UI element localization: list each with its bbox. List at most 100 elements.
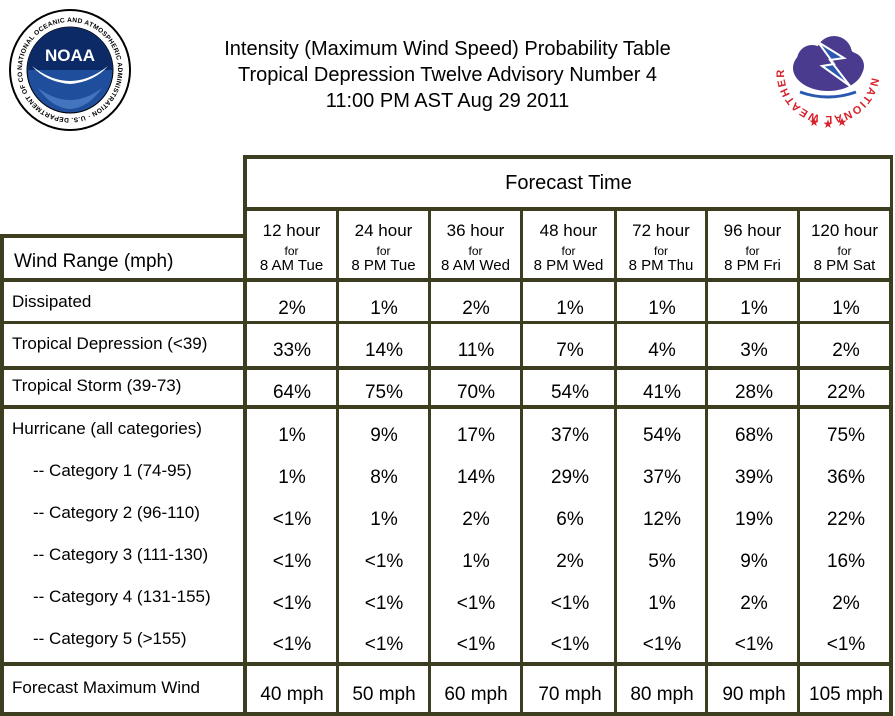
- value-cell: [708, 370, 797, 405]
- column-time: 8 PM Fri: [724, 257, 781, 274]
- table-value: <1%: [272, 634, 312, 655]
- row-label: -- Category 1 (74-95): [33, 461, 192, 480]
- page-title: Intensity (Maximum Wind Speed) Probabili…: [180, 36, 715, 114]
- column-for: for: [561, 244, 576, 258]
- table-value: 70%: [456, 382, 496, 403]
- value-cell: [617, 324, 705, 366]
- value-cell: [617, 282, 705, 321]
- noaa-text: NOAA: [45, 46, 95, 65]
- table-value: 7%: [556, 340, 584, 361]
- column-time: 8 PM Tue: [351, 257, 416, 274]
- table-value: 17%: [456, 425, 496, 446]
- table-value: <1%: [364, 551, 404, 572]
- table-value: 2%: [832, 340, 860, 361]
- table-value: 60 mph: [444, 684, 508, 705]
- table-value: 6%: [556, 509, 584, 530]
- value-cell: [247, 409, 336, 662]
- row-label-cell: [4, 409, 243, 662]
- table-value: 41%: [642, 382, 682, 403]
- row-label: -- Category 3 (111-130): [33, 545, 209, 564]
- table-value: 3%: [740, 340, 768, 361]
- column-for: for: [468, 244, 483, 258]
- value-cell: [339, 666, 428, 712]
- table-value: 28%: [734, 382, 774, 403]
- table-value: <1%: [272, 593, 312, 614]
- column-hours: 96 hour: [723, 221, 782, 240]
- value-cell: [247, 324, 336, 366]
- column-time: 8 PM Sat: [813, 257, 876, 274]
- column-for: for: [284, 244, 299, 258]
- table-value: <1%: [826, 634, 866, 655]
- table-value: 22%: [826, 382, 866, 403]
- table-value: 1%: [832, 298, 860, 319]
- column-time: 8 AM Tue: [259, 257, 324, 274]
- value-cell: [523, 370, 614, 405]
- table-value: 22%: [826, 509, 866, 530]
- value-cell: [523, 666, 614, 712]
- column-time: 8 PM Thu: [628, 257, 694, 274]
- value-cell: [800, 409, 889, 662]
- column-hours: 12 hour: [262, 221, 321, 240]
- value-cell: [339, 370, 428, 405]
- table-value: 1%: [648, 298, 676, 319]
- value-cell: [431, 282, 520, 321]
- table-value: <1%: [734, 634, 774, 655]
- nws-logo: ★ ★ ★ NATIONAL WEATHER SERVICE: [770, 8, 879, 130]
- row-label: Hurricane (all categories): [12, 419, 202, 438]
- table-value: 1%: [278, 467, 306, 488]
- column-header: 48 hour for 8 PM Wed: [523, 211, 614, 278]
- row-label: -- Category 4 (131-155): [33, 587, 211, 606]
- table-value: 9%: [370, 425, 398, 446]
- value-cell: [339, 324, 428, 366]
- table-value: 2%: [740, 593, 768, 614]
- table-value: 2%: [462, 298, 490, 319]
- svg-text:★: ★: [823, 117, 834, 130]
- noaa-logo: NOAA NATIONAL OCEANIC AND ATMOSPHERIC AD…: [8, 8, 131, 131]
- value-cell: [800, 370, 889, 405]
- wind-range-label: Wind Range (mph): [14, 251, 174, 272]
- title-line-3: 11:00 PM AST Aug 29 2011: [325, 90, 570, 112]
- table-value: 37%: [642, 467, 682, 488]
- table-value: <1%: [456, 593, 496, 614]
- column-hours: 72 hour: [632, 221, 690, 240]
- table-value: 90 mph: [722, 684, 786, 705]
- table-value: 1%: [370, 298, 398, 319]
- table-value: 2%: [278, 298, 306, 319]
- wind-range-header: Wind Range (mph): [4, 238, 243, 278]
- column-header: 72 hour for 8 PM Thu: [617, 211, 705, 278]
- value-cell: [800, 324, 889, 366]
- value-cell: [708, 282, 797, 321]
- forecast-time-header: Forecast Time: [247, 159, 890, 207]
- value-cell: [431, 666, 520, 712]
- table-value: 1%: [278, 425, 306, 446]
- table-value: 64%: [272, 382, 312, 403]
- svg-text:★: ★: [837, 115, 848, 129]
- column-for: for: [837, 244, 852, 258]
- table-value: 33%: [272, 340, 312, 361]
- table-value: 2%: [832, 593, 860, 614]
- table-value: <1%: [364, 593, 404, 614]
- table-value: 54%: [550, 382, 590, 403]
- value-cell: [431, 409, 520, 662]
- value-cell: [431, 324, 520, 366]
- table-value: <1%: [456, 634, 496, 655]
- table-value: 16%: [826, 551, 866, 572]
- column-for: for: [653, 244, 668, 258]
- forecast-time-label: Forecast Time: [505, 171, 632, 194]
- table-value: 75%: [826, 425, 866, 446]
- row-label-cell: [4, 282, 243, 321]
- column-header: 12 hour for 8 AM Tue: [247, 211, 336, 278]
- table-value: <1%: [272, 509, 312, 530]
- table-value: 75%: [364, 382, 404, 403]
- row-label-cell: [4, 666, 243, 712]
- column-header: 24 hour for 8 PM Tue: [339, 211, 428, 278]
- value-cell: [617, 666, 705, 712]
- value-cell: [800, 282, 889, 321]
- row-label: Dissipated: [12, 292, 92, 311]
- table-value: 9%: [740, 551, 768, 572]
- column-hours: 48 hour: [539, 221, 598, 240]
- table-value: 11%: [457, 340, 495, 361]
- value-cell: [523, 324, 614, 366]
- column-for: for: [376, 244, 391, 258]
- table-value: 2%: [462, 509, 490, 530]
